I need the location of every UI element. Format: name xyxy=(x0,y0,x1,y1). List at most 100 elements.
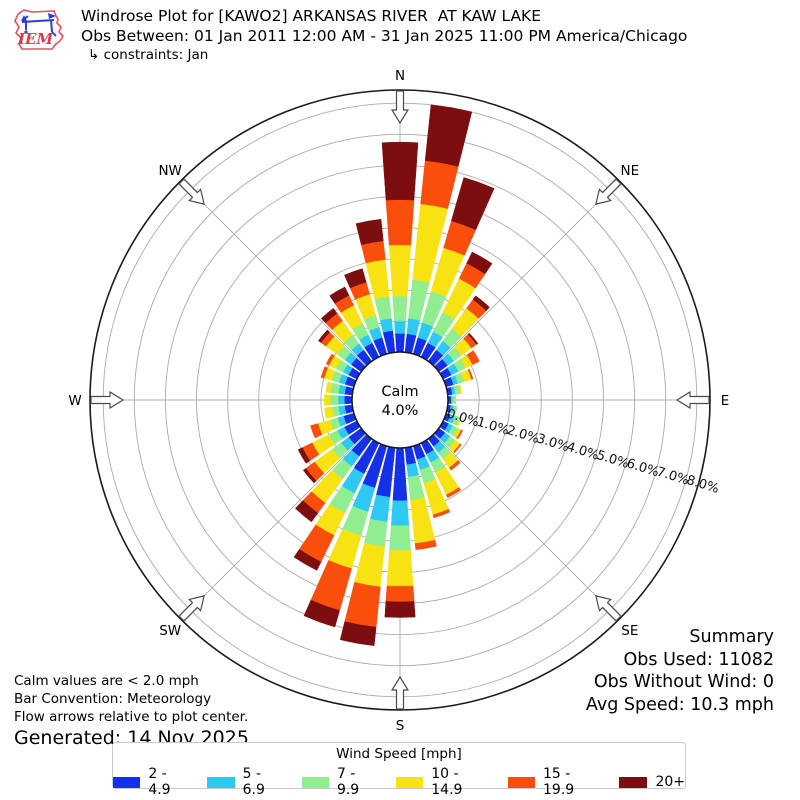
flow-arrow-icon xyxy=(390,90,410,125)
compass-label-n: N xyxy=(395,68,405,84)
compass-label-sw: SW xyxy=(159,623,181,639)
flow-arrow-icon xyxy=(90,390,125,410)
calm-label: Calm xyxy=(381,384,418,400)
wind-bar-segment xyxy=(467,368,474,380)
wind-bar-segment xyxy=(320,366,329,379)
wind-bar-segment xyxy=(381,141,419,201)
wind-bar-segment xyxy=(329,286,350,304)
iem-logo-text: IEM xyxy=(17,30,53,48)
legend-swatch-icon xyxy=(207,776,235,788)
wind-bar-segment xyxy=(324,406,335,419)
wind-bar-segment xyxy=(320,307,338,324)
wind-bar-segment xyxy=(472,295,490,312)
wind-bar-segment xyxy=(452,395,457,405)
flow-arrow-icon xyxy=(595,178,622,205)
grid-spoke xyxy=(180,180,367,367)
summary-obs-used: Obs Used: 11082 xyxy=(623,649,775,670)
wind-bar-segment xyxy=(360,240,386,264)
wind-bar-segment xyxy=(339,621,377,646)
wind-bar-segment xyxy=(354,542,385,588)
note-arrows: Flow arrows relative to plot center. xyxy=(14,709,249,725)
iem-logo: IEM xyxy=(14,9,65,50)
wind-bar-segment xyxy=(302,468,317,484)
wind-bar-segment xyxy=(407,474,425,501)
legend-bin-label: 5 - 6.9 xyxy=(242,766,265,798)
plot-subtitle: Obs Between: 01 Jan 2011 12:00 AM - 31 J… xyxy=(81,26,688,45)
wind-speed-legend: Wind Speed [mph] 2 - 4.9 5 - 6.9 7 - 9.9 10… xyxy=(112,742,686,798)
wind-bar-segment xyxy=(389,525,411,551)
grid-spoke xyxy=(433,180,620,367)
wind-bar-segment xyxy=(392,295,408,322)
flow-arrow-icon xyxy=(178,595,205,622)
wind-bar-segment xyxy=(384,601,416,618)
wind-bar-segment xyxy=(344,268,367,289)
wind-bar-segment xyxy=(385,199,415,246)
wind-bar-segment xyxy=(406,462,420,478)
grid-spoke xyxy=(433,433,620,620)
wind-bar-segment xyxy=(318,329,331,343)
summary-block: Summary Obs Used: 11082 Obs Without Wind… xyxy=(586,626,774,716)
wind-bar-segment xyxy=(390,500,410,526)
compass-label-e: E xyxy=(721,393,730,409)
legend-entry: 7 - 9.9 xyxy=(301,766,381,798)
footnotes: Calm values are < 2.0 mph Bar Convention… xyxy=(14,672,249,750)
compass-label-se: SE xyxy=(621,623,638,639)
plot-title: Windrose Plot for [KAWO2] ARKANSAS RIVER… xyxy=(81,7,542,25)
legend-title: Wind Speed [mph] xyxy=(336,746,462,762)
wind-bar-segment xyxy=(466,350,480,365)
legend-swatch-icon xyxy=(507,776,536,788)
note-calm: Calm values are < 2.0 mph xyxy=(14,673,199,689)
flow-arrow-icon xyxy=(178,178,205,205)
flow-arrow-icon xyxy=(675,390,710,410)
summary-obs-without-wind: Obs Without Wind: 0 xyxy=(593,672,774,692)
wind-bar-segment xyxy=(456,429,464,440)
wind-bar-segment xyxy=(451,177,495,231)
calm-percent: 4.0% xyxy=(382,403,419,419)
wind-bar-segment xyxy=(467,332,479,345)
wind-bar-segment xyxy=(310,423,323,439)
calm-circle xyxy=(351,351,449,449)
legend-swatch-icon xyxy=(301,776,329,788)
weather-vane-icon xyxy=(21,13,57,37)
legend-bin-label: 20+ xyxy=(655,774,685,790)
wind-bar-segment xyxy=(458,384,462,394)
compass-label-nw: NW xyxy=(158,163,181,179)
wind-bar-segment xyxy=(337,395,345,405)
outer-circle xyxy=(89,89,711,711)
compass-label-ne: NE xyxy=(620,163,639,179)
legend-swatch-icon xyxy=(395,776,424,788)
wind-bar-segment xyxy=(395,333,405,353)
wind-bar-segment xyxy=(392,447,408,502)
legend-entry: 2 - 4.9 xyxy=(113,766,192,798)
legend-entry: 15 - 19.9 xyxy=(507,766,605,798)
wind-bar-segment xyxy=(379,317,393,333)
wind-bar-segment xyxy=(414,539,437,551)
header: Windrose Plot for [KAWO2] ARKANSAS RIVER… xyxy=(81,7,687,65)
plot-constraints: ↳ constraints: Jan xyxy=(88,47,209,63)
legend-entry: 20+ xyxy=(619,774,685,790)
wind-bar-segment xyxy=(445,487,462,498)
wind-bar-segment xyxy=(323,394,331,406)
legend-bin-label: 15 - 19.9 xyxy=(543,766,575,798)
flow-arrow-icon xyxy=(595,595,622,622)
wind-bar-segment xyxy=(374,296,392,321)
compass-label-w: W xyxy=(68,393,81,409)
radial-tick-label: 8.0% xyxy=(685,473,721,497)
legend-swatch-icon xyxy=(113,776,141,788)
compass-label-s: S xyxy=(396,718,405,734)
wind-bar-segment xyxy=(303,599,340,628)
wind-bar-segment xyxy=(466,251,493,275)
wind-bar-segment xyxy=(370,494,391,523)
wind-bar-segment xyxy=(386,549,414,587)
legend-bin-label: 10 - 14.9 xyxy=(431,766,463,798)
wind-bar-segment xyxy=(456,416,462,427)
wind-bar-segment xyxy=(364,518,388,547)
legend-swatch-icon xyxy=(619,776,648,788)
wind-bar-segment xyxy=(343,395,353,405)
wind-bar-segment xyxy=(452,405,458,415)
wind-bar-segment xyxy=(424,104,473,167)
grid-spoke xyxy=(180,433,367,620)
wind-bar-segment xyxy=(420,160,459,209)
summary-avg-speed: Avg Speed: 10.3 mph xyxy=(585,694,774,715)
